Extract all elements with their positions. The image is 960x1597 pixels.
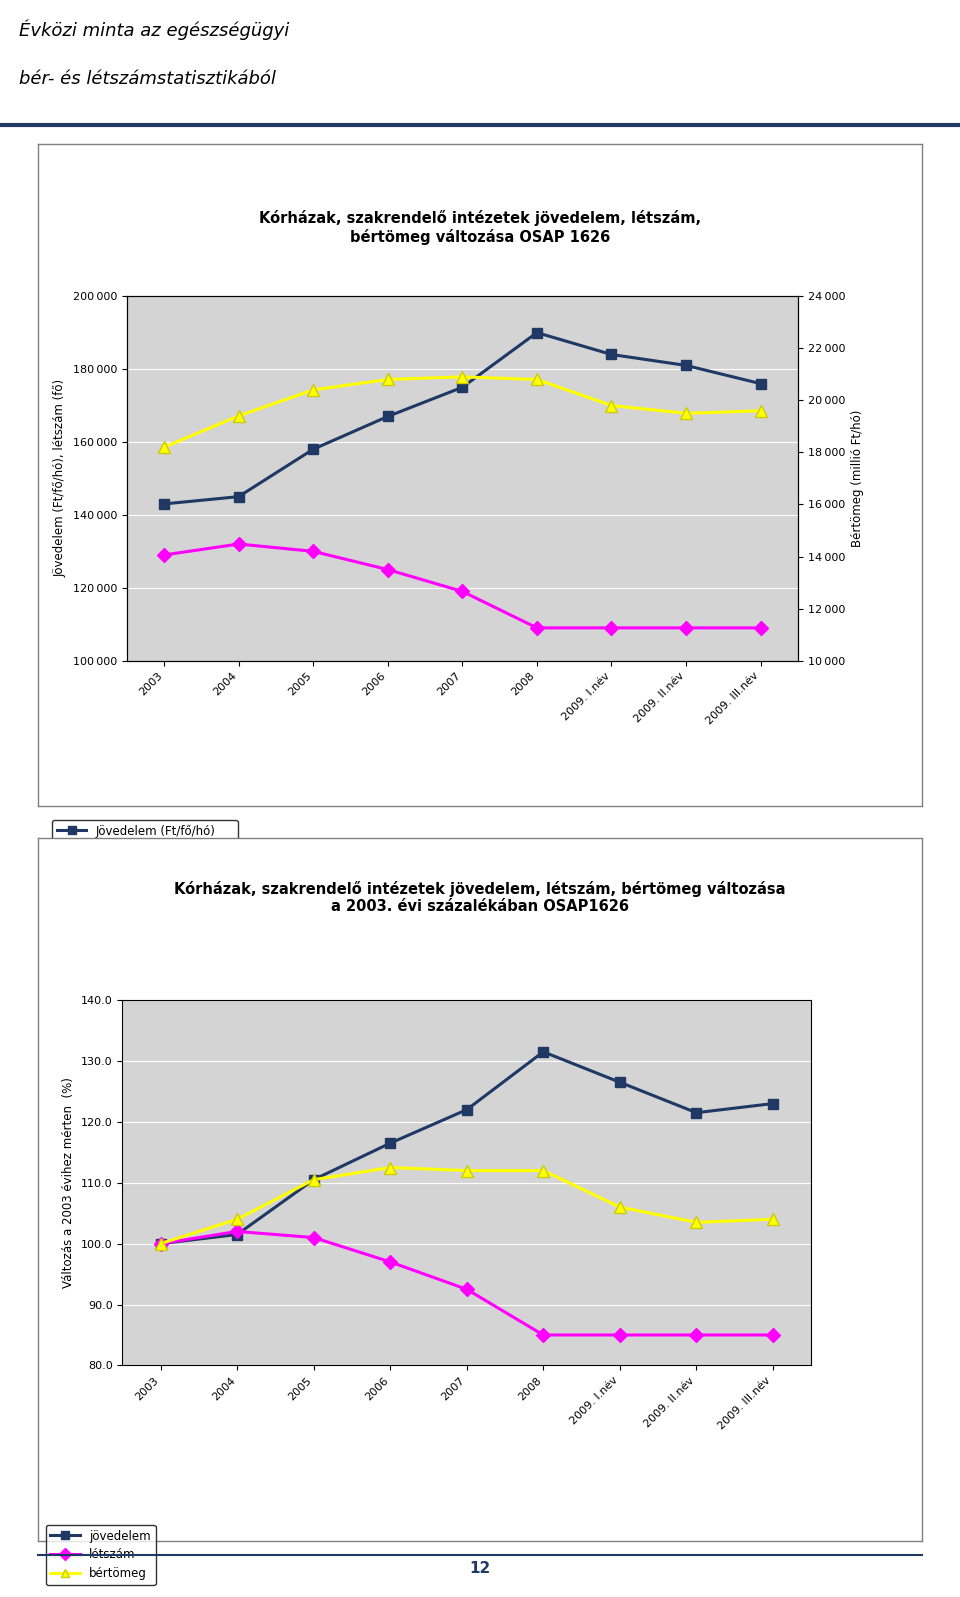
Text: Évközi minta az egészségügyi: Évközi minta az egészségügyi: [19, 19, 290, 40]
Y-axis label: Bértömeg (millió Ft/hó): Bértömeg (millió Ft/hó): [851, 410, 864, 548]
Text: bér- és létszámstatisztikából: bér- és létszámstatisztikából: [19, 70, 276, 88]
Legend: Jövedelem (Ft/fő/hó), Létszám (fő), Bértömeg (millió Ft/hó): Jövedelem (Ft/fő/hó), Létszám (fő), Bért…: [52, 819, 238, 880]
Y-axis label: Jövedelem (Ft/fő/hó), létszám (fő): Jövedelem (Ft/fő/hó), létszám (fő): [54, 380, 67, 578]
Text: Kórházak, szakrendelő intézetek jövedelem, létszám, bértömeg változása
a 2003. é: Kórházak, szakrendelő intézetek jövedele…: [175, 880, 785, 913]
Y-axis label: Változás a 2003 évihez mérten  (%): Változás a 2003 évihez mérten (%): [62, 1078, 75, 1289]
Text: Kórházak, szakrendelő intézetek jövedelem, létszám,
bértömeg változása OSAP 1626: Kórházak, szakrendelő intézetek jövedele…: [259, 211, 701, 244]
Text: 12: 12: [469, 1560, 491, 1576]
Legend: jövedelem, létszám, bértömeg: jövedelem, létszám, bértömeg: [45, 1525, 156, 1586]
